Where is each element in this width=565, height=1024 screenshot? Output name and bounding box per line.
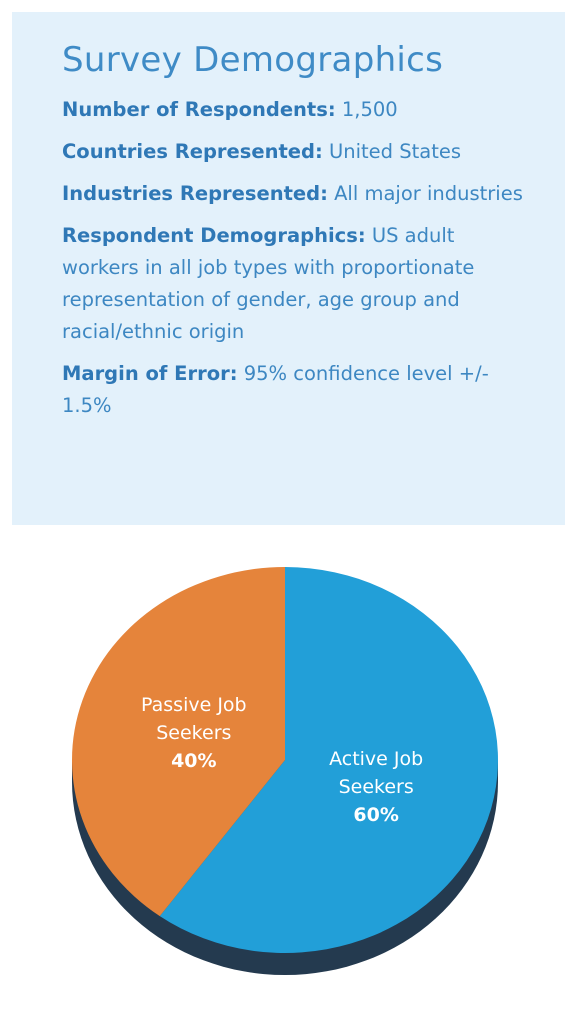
slice-category: Active Job Seekers bbox=[329, 747, 424, 798]
item-text: 1,500 bbox=[341, 98, 398, 121]
demographics-panel: Survey Demographics Number of Respondent… bbox=[12, 12, 565, 525]
slice-value-label: 40% bbox=[171, 750, 217, 773]
item-list: Number of Respondents: 1,500 Countries Re… bbox=[62, 94, 545, 422]
slice-label: Passive Job Seekers 40% bbox=[109, 691, 279, 775]
slice-value-label: 60% bbox=[353, 803, 399, 826]
item-text: US adult workers in all job types with p… bbox=[62, 224, 475, 343]
item-text: United States bbox=[328, 140, 462, 163]
item-label: Countries Represented: bbox=[62, 140, 323, 163]
item: Industries Represented: All major indust… bbox=[62, 178, 532, 210]
panel-title: Survey Demographics bbox=[62, 40, 444, 80]
pie-slice bbox=[71, 567, 285, 917]
item-label: Industries Represented: bbox=[62, 182, 328, 205]
slice-category: Passive Job Seekers bbox=[141, 694, 247, 745]
pie-slice bbox=[159, 567, 498, 953]
item-text: 95% confidence level +/- 1.5% bbox=[62, 362, 489, 417]
item: Countries Represented: United States bbox=[62, 136, 532, 168]
item-label: Number of Respondents: bbox=[62, 98, 336, 121]
chart bbox=[71, 567, 498, 975]
slice-label: Active Job Seekers 60% bbox=[291, 745, 461, 829]
item-text: All major industries bbox=[334, 182, 523, 205]
item-label: Respondent Demographics: bbox=[62, 224, 366, 247]
item: Number of Respondents: 1,500 bbox=[62, 94, 532, 126]
item: Margin of Error: 95% confidence level +/… bbox=[62, 358, 532, 422]
item-label: Margin of Error: bbox=[62, 362, 238, 385]
item: Respondent Demographics: US adult worker… bbox=[62, 220, 532, 348]
